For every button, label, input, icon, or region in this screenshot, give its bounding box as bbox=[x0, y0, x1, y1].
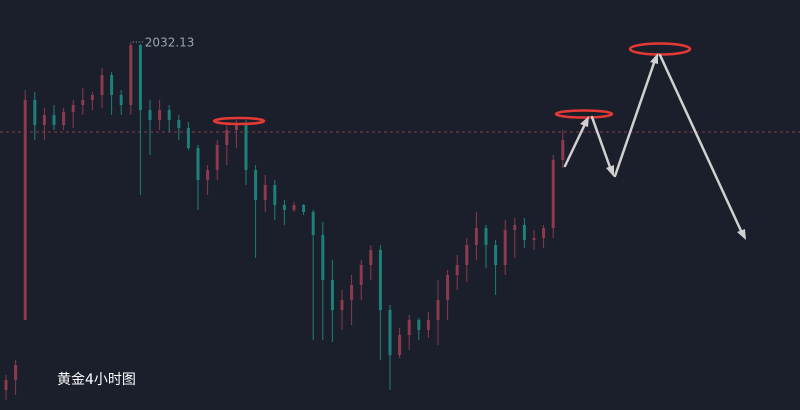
candle-body bbox=[263, 185, 267, 200]
candle-body bbox=[474, 228, 478, 245]
forecast-arrow bbox=[590, 115, 613, 172]
candle-body bbox=[196, 148, 200, 180]
candle-body bbox=[177, 120, 181, 128]
candles: 2032.13 bbox=[0, 36, 800, 400]
candle-body bbox=[494, 245, 498, 265]
candle-body bbox=[110, 75, 114, 95]
candle-body bbox=[23, 100, 27, 320]
candle-body bbox=[158, 110, 162, 120]
forecast-arrow bbox=[658, 53, 744, 235]
candle-body bbox=[292, 205, 296, 210]
candle-body bbox=[206, 170, 210, 180]
arrow-head bbox=[580, 116, 589, 127]
candle-body bbox=[81, 100, 85, 105]
candle-body bbox=[4, 380, 8, 390]
candle-body bbox=[33, 100, 37, 125]
candle-body bbox=[282, 205, 286, 210]
candle-body bbox=[100, 75, 104, 95]
candle-body bbox=[254, 170, 258, 200]
candle-body bbox=[513, 225, 517, 230]
candle-body bbox=[311, 212, 315, 235]
candle-body bbox=[359, 265, 363, 285]
candle-body bbox=[129, 45, 133, 105]
candle-body bbox=[532, 238, 536, 240]
forecast-arrow bbox=[613, 58, 657, 178]
highlight-ellipse bbox=[554, 109, 614, 119]
candle-body bbox=[215, 145, 219, 170]
candle-body bbox=[398, 335, 402, 355]
candle-body bbox=[388, 310, 392, 355]
candle-body bbox=[186, 128, 190, 148]
candle-body bbox=[321, 235, 325, 280]
candle-body bbox=[407, 320, 411, 335]
chart-title: 黄金4小时图 bbox=[57, 371, 136, 388]
candle-body bbox=[484, 228, 488, 245]
annotations bbox=[212, 42, 746, 240]
candle-body bbox=[522, 225, 526, 240]
candle-body bbox=[369, 250, 373, 265]
candle-body bbox=[340, 300, 344, 310]
candle-body bbox=[138, 45, 142, 110]
candle-body bbox=[225, 130, 229, 145]
candle-body bbox=[551, 160, 555, 228]
candle-body bbox=[446, 275, 450, 300]
candle-body bbox=[330, 280, 334, 310]
candle-body bbox=[273, 185, 277, 205]
candle-body bbox=[234, 125, 238, 130]
candle-body bbox=[167, 110, 171, 120]
high-label: 2032.13 bbox=[145, 36, 195, 50]
candle-body bbox=[52, 115, 56, 125]
candle-body bbox=[62, 112, 66, 125]
candle-body bbox=[14, 365, 18, 380]
candle-body bbox=[148, 110, 152, 120]
arrow-head bbox=[650, 53, 658, 64]
candle-body bbox=[378, 250, 382, 310]
candle-body bbox=[465, 245, 469, 265]
arrow-head bbox=[606, 165, 614, 177]
candle-body bbox=[426, 320, 430, 330]
candle-body bbox=[417, 320, 421, 330]
forecast-arrow bbox=[563, 120, 588, 168]
candle-body bbox=[350, 285, 354, 300]
candle-body bbox=[455, 265, 459, 275]
candle-body bbox=[42, 115, 46, 125]
highlight-ellipse bbox=[212, 116, 266, 126]
candle-body bbox=[119, 95, 123, 105]
candle-body bbox=[302, 205, 306, 212]
candle-body bbox=[561, 140, 565, 160]
candle-body bbox=[90, 95, 94, 100]
candle-body bbox=[436, 300, 440, 320]
candle-body bbox=[71, 105, 75, 112]
candle-body bbox=[244, 125, 248, 170]
candle-body bbox=[503, 230, 507, 265]
arrow-head bbox=[737, 229, 746, 240]
candle-body bbox=[542, 228, 546, 238]
